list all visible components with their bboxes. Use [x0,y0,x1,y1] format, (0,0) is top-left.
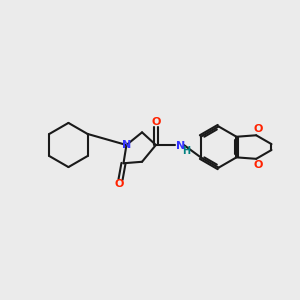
Text: O: O [115,179,124,190]
Text: O: O [254,160,263,170]
Text: H: H [182,146,190,157]
Text: O: O [151,117,160,127]
Text: N: N [176,142,185,152]
Text: O: O [254,124,263,134]
Text: N: N [122,140,131,150]
